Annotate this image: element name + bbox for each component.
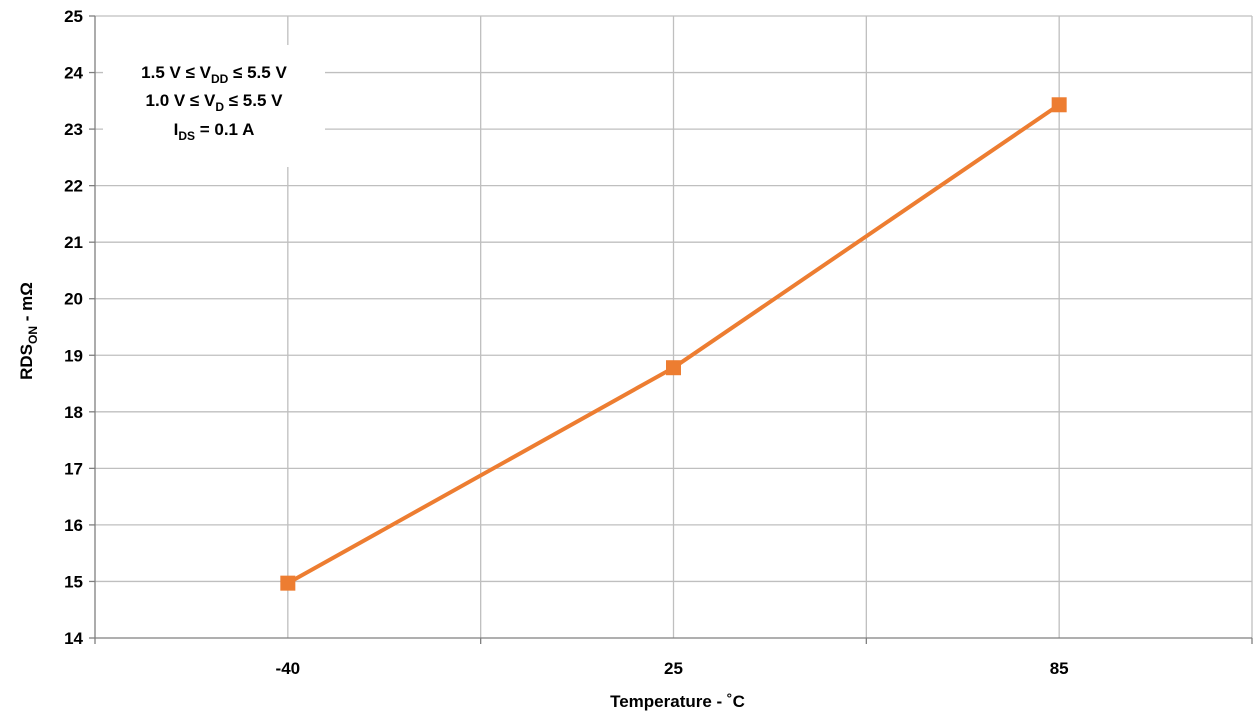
y-tick-label: 19: [64, 346, 83, 365]
y-tick-label: 18: [64, 403, 83, 422]
y-tick-label: 15: [64, 572, 83, 591]
conditions-annotation: 1.5 V ≤ VDD ≤ 5.5 V 1.0 V ≤ VD ≤ 5.5 V IDS…: [103, 45, 325, 167]
y-tick-label: 16: [64, 516, 83, 535]
y-tick-label: 14: [64, 629, 83, 648]
y-tick-label: 20: [64, 290, 83, 309]
axes: [89, 15, 1253, 644]
data-point-marker: [666, 360, 681, 376]
annotation-line: IDS = 0.1 A: [174, 120, 255, 143]
y-tick-label: 22: [64, 177, 83, 196]
annotation-box: [103, 45, 325, 167]
annotation-line: 1.5 V ≤ VDD ≤ 5.5 V: [141, 63, 287, 86]
data-point-marker: [1051, 97, 1067, 113]
series-layer: [280, 97, 1067, 591]
y-tick-label: 21: [64, 233, 83, 252]
y-tick-label: 17: [64, 459, 83, 478]
y-tick-label: 23: [64, 120, 83, 139]
tick-labels: 14 15 16 17 18 19 20 21 22 23 24 25 -40 25 85 Temperatu…: [17, 7, 1069, 711]
x-tick-label: -40: [276, 659, 301, 678]
y-axis-title: RDSON - mΩ: [17, 282, 40, 380]
x-tick-label: 25: [664, 659, 683, 678]
y-tick-label: 25: [64, 7, 83, 26]
data-point-marker: [280, 575, 296, 591]
y-tick-label: 24: [64, 64, 83, 83]
x-tick-label: 85: [1050, 659, 1069, 678]
annotation-line: 1.0 V ≤ VD ≤ 5.5 V: [146, 91, 284, 114]
x-axis-title: Temperature - ˚C: [610, 692, 745, 711]
